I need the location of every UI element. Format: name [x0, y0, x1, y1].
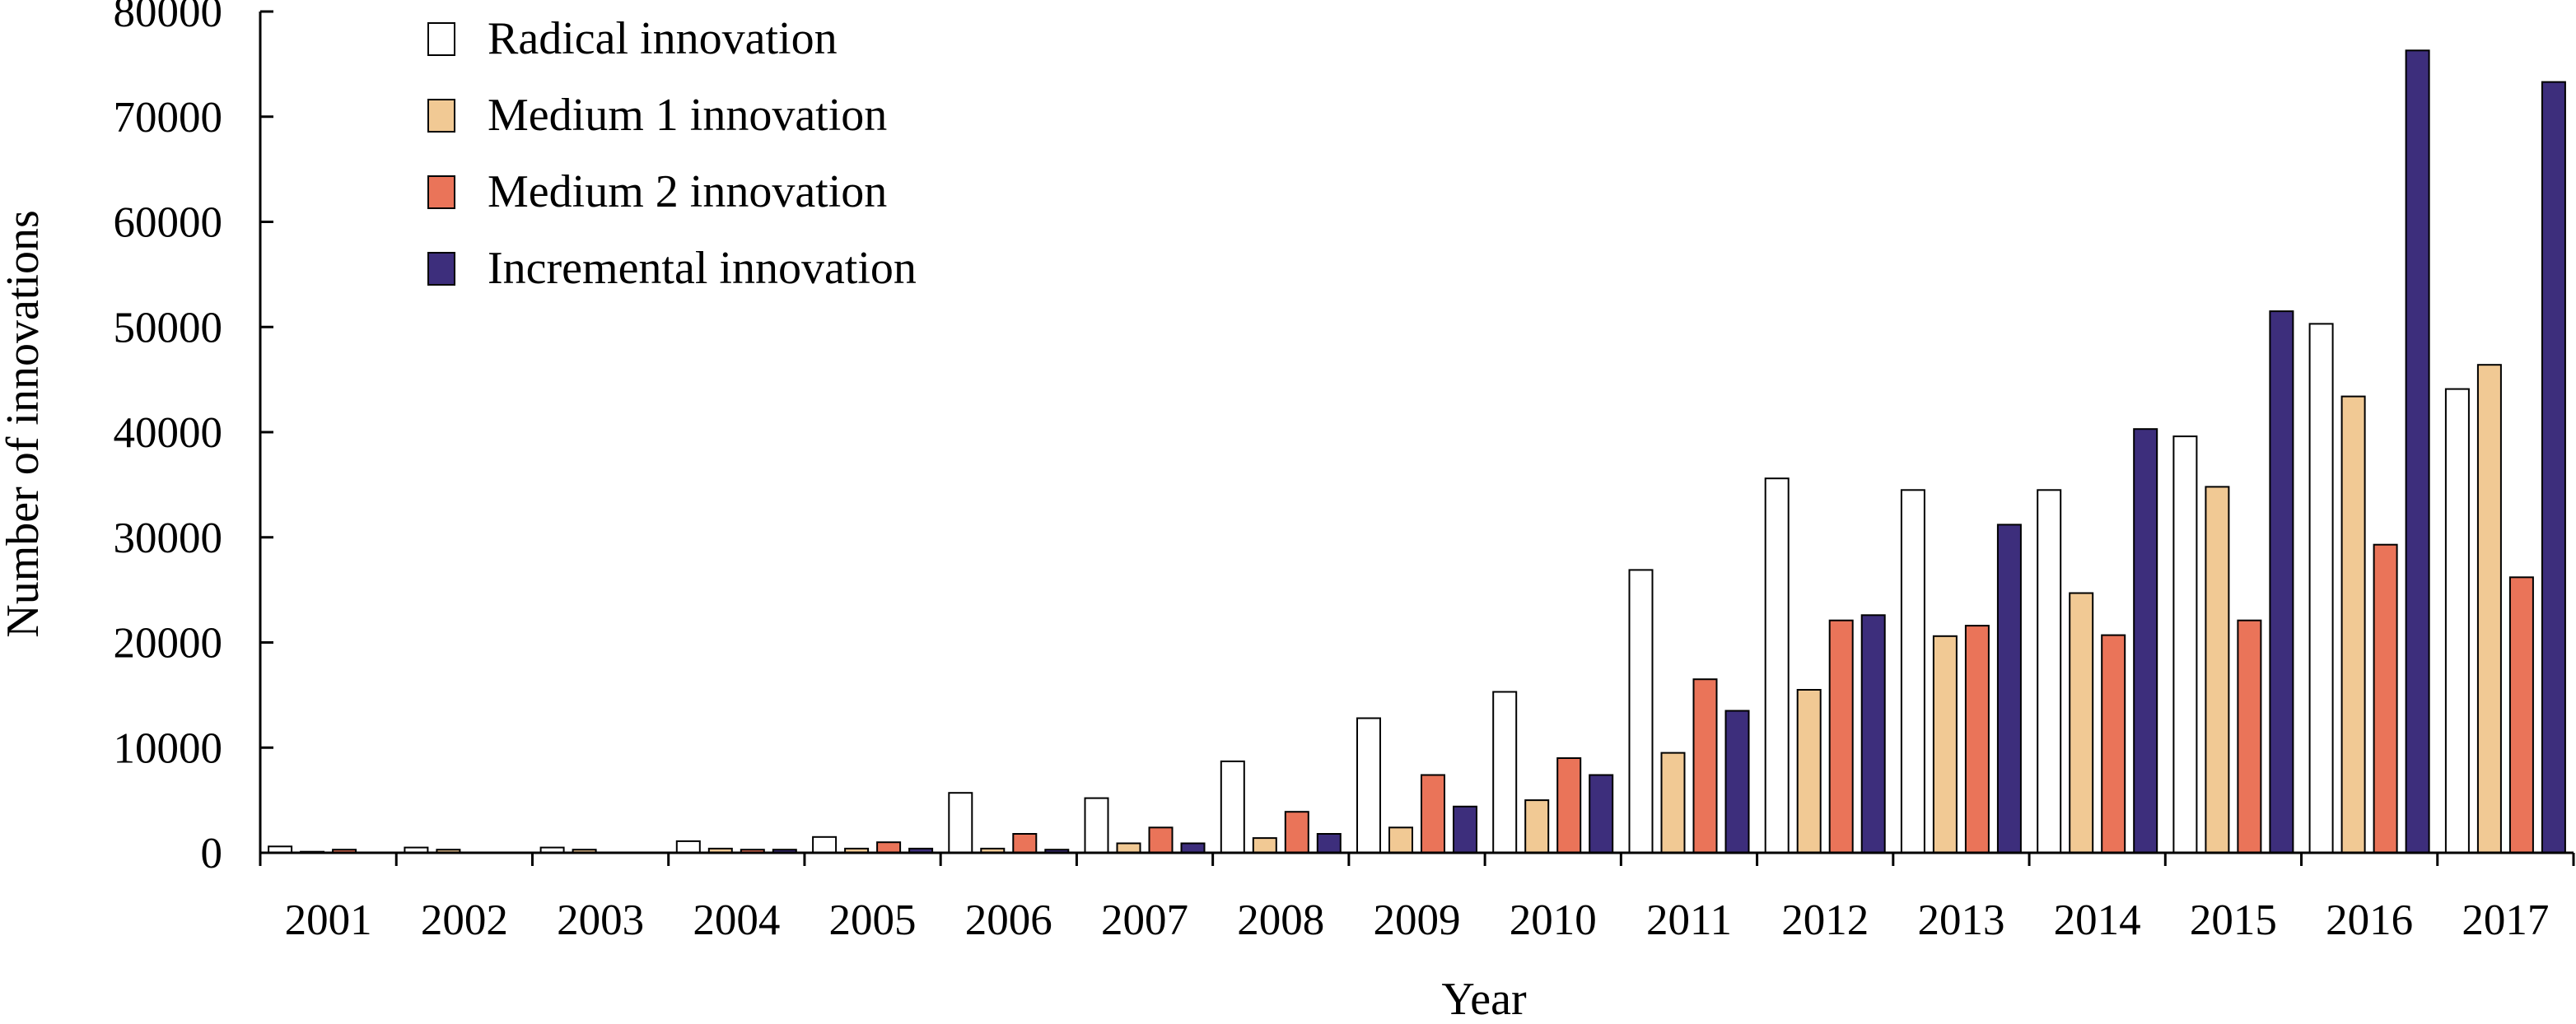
x-tick-label: 2014	[2054, 896, 2141, 944]
bar-radical-innovation-2004	[675, 840, 701, 854]
bar-radical-innovation-2016	[2308, 323, 2334, 854]
legend: Radical innovation Medium 1 innovation Med…	[427, 13, 917, 294]
x-tick-label: 2012	[1781, 896, 1869, 944]
x-tick-label: 2016	[2326, 896, 2413, 944]
bar-radical-innovation-2012	[1764, 477, 1790, 854]
bar-medium-2-innovation-2016	[2373, 543, 2398, 854]
x-tick-label: 2008	[1237, 896, 1324, 944]
y-tick-label: 0	[201, 830, 223, 877]
bar-radical-innovation-2013	[1900, 489, 1925, 854]
x-tick-label: 2001	[285, 896, 372, 944]
legend-label: Medium 1 innovation	[488, 90, 887, 141]
bar-incremental-innovation-2014	[2133, 428, 2158, 854]
bar-incremental-innovation-2007	[1180, 842, 1206, 854]
x-tick-label: 2010	[1510, 896, 1597, 944]
bar-medium-2-innovation-2009	[1421, 774, 1445, 854]
bar-medium-2-innovation-2008	[1284, 811, 1309, 854]
bar-radical-innovation-2010	[1492, 691, 1518, 854]
bar-medium-2-innovation-2014	[2101, 634, 2126, 854]
x-tick-label: 2005	[829, 896, 917, 944]
x-tick-label: 2011	[1646, 896, 1732, 944]
x-tick-label: 2002	[421, 896, 508, 944]
legend-label: Incremental innovation	[488, 243, 917, 294]
bar-incremental-innovation-2009	[1453, 805, 1477, 854]
y-tick-label: 20000	[114, 620, 223, 668]
bar-medium-1-innovation-2007	[1116, 842, 1141, 854]
axes-layer: 0 10000 20000 30000 40000 50000 60000 70000 8000…	[114, 0, 2575, 944]
bar-medium-1-innovation-2016	[2340, 395, 2366, 854]
bar-medium-1-innovation-2014	[2069, 592, 2094, 854]
x-tick-label: 2007	[1101, 896, 1188, 944]
bar-radical-innovation-2014	[2037, 489, 2062, 854]
bar-radical-innovation-2015	[2172, 435, 2198, 854]
bar-incremental-innovation-2017	[2541, 81, 2566, 854]
y-tick-label: 30000	[114, 514, 223, 562]
legend-swatch-medium-2-innovation	[427, 175, 455, 209]
x-tick-label: 2006	[965, 896, 1052, 944]
bar-medium-2-innovation-2015	[2237, 619, 2262, 854]
bar-medium-2-innovation-2012	[1828, 619, 1854, 854]
bar-medium-1-innovation-2015	[2205, 486, 2230, 854]
bar-medium-1-innovation-2008	[1252, 837, 1277, 854]
bar-radical-innovation-2011	[1628, 569, 1654, 854]
bars-layer	[268, 49, 2566, 854]
x-tick-label: 2003	[557, 896, 644, 944]
bar-medium-2-innovation-2011	[1692, 678, 1718, 854]
x-tick-label: 2017	[2462, 896, 2549, 944]
bar-medium-2-innovation-2005	[876, 841, 902, 854]
bar-medium-2-innovation-2007	[1148, 826, 1174, 854]
y-tick-label: 70000	[114, 94, 223, 142]
bar-radical-innovation-2008	[1220, 760, 1245, 854]
bar-radical-innovation-2005	[812, 835, 838, 854]
y-tick-label: 60000	[114, 199, 223, 247]
x-axis-title: Year	[1441, 974, 1527, 1020]
bar-incremental-innovation-2012	[1860, 614, 1886, 854]
bar-medium-1-innovation-2010	[1524, 799, 1550, 854]
bar-medium-1-innovation-2009	[1388, 826, 1413, 854]
bar-medium-1-innovation-2011	[1660, 752, 1686, 854]
bar-radical-innovation-2017	[2444, 388, 2470, 854]
bar-medium-2-innovation-2010	[1556, 757, 1582, 854]
legend-label: Medium 2 innovation	[488, 166, 887, 217]
bar-medium-1-innovation-2012	[1796, 689, 1822, 854]
y-axis-title: Number of innovations	[0, 210, 49, 637]
legend-label: Radical innovation	[488, 13, 838, 64]
bar-incremental-innovation-2013	[1996, 524, 2022, 854]
bar-medium-2-innovation-2017	[2508, 576, 2534, 854]
x-tick-label: 2004	[693, 896, 780, 944]
bar-radical-innovation-2007	[1084, 797, 1109, 854]
legend-swatch-radical-innovation	[427, 22, 455, 56]
bar-radical-innovation-2009	[1356, 717, 1381, 854]
legend-swatch-incremental-innovation	[427, 252, 455, 286]
bar-incremental-innovation-2015	[2269, 310, 2294, 854]
bar-medium-1-innovation-2013	[1932, 635, 1958, 854]
x-tick-label: 2013	[1917, 896, 2004, 944]
x-tick-label: 2015	[2190, 896, 2277, 944]
y-tick-label: 80000	[114, 0, 223, 36]
bar-radical-innovation-2006	[948, 792, 973, 854]
bar-incremental-innovation-2011	[1724, 710, 1750, 854]
bar-medium-1-innovation-2017	[2476, 364, 2502, 854]
bar-medium-2-innovation-2006	[1012, 833, 1038, 854]
bar-medium-2-innovation-2013	[1964, 625, 1990, 854]
y-tick-label: 10000	[114, 724, 223, 772]
y-tick-label: 50000	[114, 304, 223, 351]
y-tick-label: 40000	[114, 409, 223, 457]
x-tick-label: 2009	[1374, 896, 1461, 944]
bar-incremental-innovation-2010	[1589, 774, 1614, 854]
legend-swatch-medium-1-innovation	[427, 99, 455, 133]
bar-incremental-innovation-2016	[2405, 49, 2430, 854]
bar-incremental-innovation-2008	[1316, 833, 1342, 854]
